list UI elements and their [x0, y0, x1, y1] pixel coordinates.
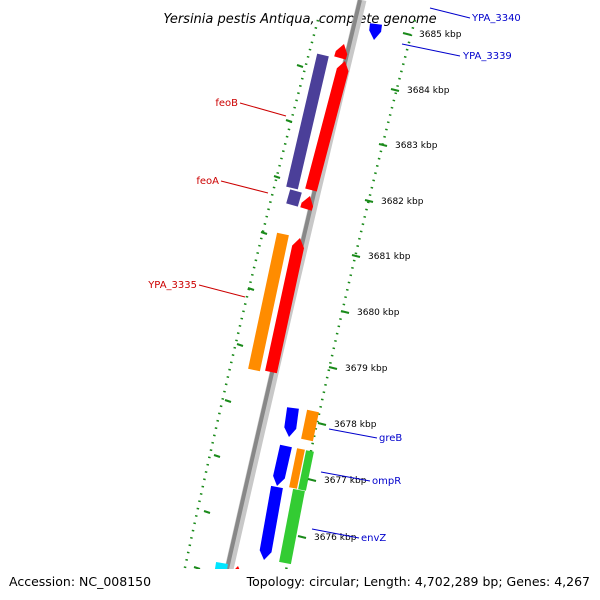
gene-labels: YPA_3340 YPA_3339 feoB feoA YPA_3335 greB ompR…	[147, 7, 521, 544]
tick-label: 3678 kbp	[334, 420, 377, 430]
tick-mark	[340, 310, 350, 314]
tick-mark	[317, 422, 327, 426]
feature-red-feoa	[300, 196, 314, 211]
feature-ompr-green	[298, 450, 314, 491]
leader-line	[198, 284, 246, 298]
feature-ompr-orange	[289, 448, 305, 489]
feature-envz-blue	[259, 485, 283, 560]
feature-ompr-blue	[273, 444, 292, 486]
gene-label: feoA	[196, 176, 219, 187]
feature-feob	[286, 53, 329, 190]
minor-tick	[247, 287, 255, 291]
tick-label: 3681 kbp	[368, 252, 411, 262]
minor-tick	[193, 566, 201, 570]
tick-mark	[351, 254, 361, 258]
leader-line	[320, 471, 371, 482]
tick-label: 3677 kbp	[324, 476, 367, 486]
minor-tick	[273, 175, 281, 179]
footer-backdrop	[0, 569, 600, 600]
feature-greb-orange	[301, 409, 319, 442]
tick-mark	[328, 366, 338, 370]
minor-tick	[203, 510, 211, 514]
leader-line	[401, 43, 461, 57]
tick-label: 3680 kbp	[357, 308, 400, 318]
tick-label: 3676 kbp	[314, 533, 357, 543]
leader-line	[429, 7, 471, 19]
feature-red-feob	[305, 61, 349, 192]
feature-ypa-3340	[369, 23, 382, 40]
left-boundary	[176, 19, 320, 600]
genome-summary-text: Topology: circular; Length: 4,702,289 bp…	[246, 574, 590, 589]
gene-label: YPA_3335	[147, 280, 197, 291]
tick-label: 3679 kbp	[345, 364, 388, 374]
minor-tick	[213, 454, 221, 458]
feature-feoa	[286, 189, 302, 207]
minor-tick	[236, 343, 244, 347]
tick-label: 3685 kbp	[419, 30, 462, 40]
minor-tick	[296, 64, 304, 68]
leader-line	[239, 102, 287, 117]
accession-text: Accession: NC_008150	[9, 574, 151, 589]
minor-tick	[285, 119, 293, 123]
tick-mark	[297, 535, 307, 539]
gene-label: ompR	[372, 476, 401, 487]
tick-label: 3684 kbp	[407, 86, 450, 96]
tick-mark	[378, 143, 388, 147]
leader-line	[220, 180, 269, 194]
feature-red-top	[334, 44, 348, 60]
gene-label: greB	[379, 433, 402, 444]
tick-mark	[402, 32, 412, 36]
leader-line	[328, 428, 378, 439]
feature-envz-green	[279, 488, 305, 565]
gene-label: feoB	[215, 98, 238, 109]
gene-label: envZ	[361, 533, 386, 544]
map-title: Yersinia pestis Antiqua, complete genome	[163, 12, 436, 27]
feature-red-3335	[265, 238, 304, 374]
leader-line	[311, 528, 360, 539]
tick-label: 3682 kbp	[381, 197, 424, 207]
tick-mark	[307, 478, 317, 482]
feature-ypa-3335	[248, 232, 289, 372]
minor-tick	[260, 231, 268, 235]
tick-label: 3683 kbp	[395, 141, 438, 151]
tick-mark	[390, 88, 400, 92]
gene-label: YPA_3340	[471, 13, 521, 24]
minor-tick	[224, 399, 232, 403]
tick-mark	[364, 199, 374, 203]
gene-label: YPA_3339	[462, 51, 512, 62]
feature-greb-blue	[284, 407, 299, 437]
